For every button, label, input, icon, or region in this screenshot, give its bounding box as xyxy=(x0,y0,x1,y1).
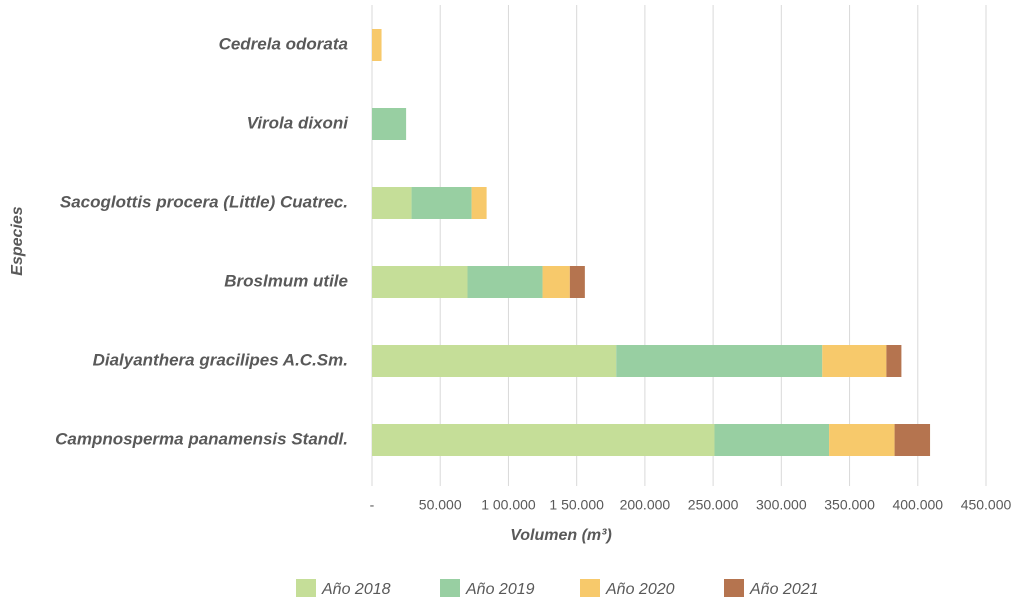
bar-segment xyxy=(822,345,887,377)
y-tick-label: Virola dixoni xyxy=(247,113,350,132)
bar-segment xyxy=(372,187,412,219)
bar-segment xyxy=(542,266,570,298)
y-tick-label: Sacoglottis procera (Little) Cuatrec. xyxy=(60,192,348,211)
legend-swatch xyxy=(724,579,744,597)
x-tick-label: 300.000 xyxy=(756,497,807,513)
legend-swatch xyxy=(580,579,600,597)
y-tick-label: Dialyanthera gracilipes A.C.Sm. xyxy=(93,350,348,369)
bar-segment xyxy=(714,424,830,456)
y-tick-label: Campnosperma panamensis Standl. xyxy=(55,429,348,448)
legend-swatch xyxy=(440,579,460,597)
bar-segment xyxy=(616,345,823,377)
legend-label: Año 2019 xyxy=(465,581,535,598)
bar-segment xyxy=(411,187,472,219)
bar-segment xyxy=(372,345,617,377)
x-tick-label: 1 50.000 xyxy=(549,497,604,513)
y-axis-title: Especies xyxy=(9,206,26,275)
bar-segment xyxy=(886,345,902,377)
bar-segment xyxy=(372,424,715,456)
x-tick-label: 350.000 xyxy=(824,497,875,513)
bar-segment xyxy=(372,108,407,140)
x-tick-label: 450.000 xyxy=(961,497,1012,513)
legend-label: Año 2021 xyxy=(749,581,819,598)
bar-segment xyxy=(569,266,585,298)
bar-segment xyxy=(372,29,382,61)
bar-segment xyxy=(471,187,487,219)
bar-segment xyxy=(372,266,468,298)
x-tick-label: 1 00.000 xyxy=(481,497,536,513)
bar-segment xyxy=(894,424,931,456)
x-tick-label: 400.000 xyxy=(892,497,943,513)
x-tick-label: 200.000 xyxy=(620,497,671,513)
x-axis-title: Volumen (m³) xyxy=(510,527,612,544)
x-tick-label: - xyxy=(370,497,375,513)
bar-segment xyxy=(467,266,543,298)
y-tick-label: Cedrela odorata xyxy=(219,34,348,53)
legend-swatch xyxy=(296,579,316,597)
bar-segment xyxy=(829,424,895,456)
legend-label: Año 2020 xyxy=(605,581,675,598)
x-tick-label: 50.000 xyxy=(419,497,462,513)
legend-label: Año 2018 xyxy=(321,581,391,598)
y-tick-label: Broslmum utile xyxy=(224,271,348,290)
x-tick-label: 250.000 xyxy=(688,497,739,513)
